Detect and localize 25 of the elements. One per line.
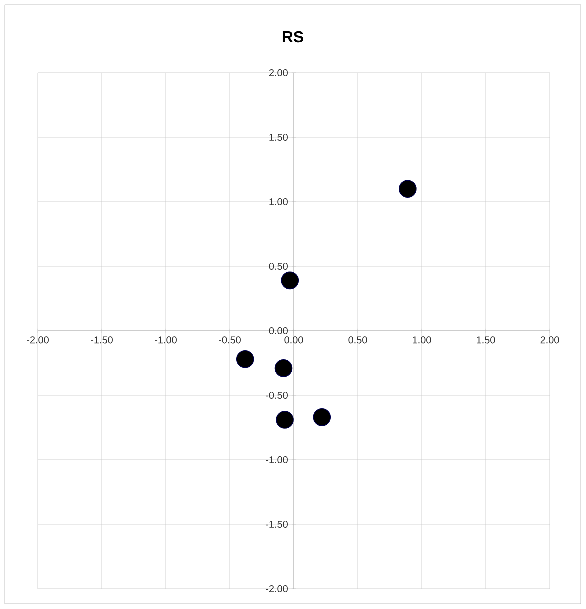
x-tick-label: 1.50 <box>477 336 496 344</box>
y-tick-label: 2.00 <box>269 69 288 77</box>
x-tick-label: 1.00 <box>413 336 432 344</box>
point <box>399 180 417 198</box>
x-tick-label: -1.00 <box>155 336 177 344</box>
x-tick-label: 2.00 <box>540 336 560 344</box>
y-tick-label: -1.00 <box>266 456 288 464</box>
x-tick-label: 0.00 <box>284 336 304 344</box>
y-tick-label: -2.00 <box>266 585 288 593</box>
y-tick-label: 1.00 <box>270 198 288 206</box>
point <box>274 360 293 378</box>
y-tick-label: 0.50 <box>269 262 288 270</box>
x-tick-label: -0.50 <box>219 336 241 344</box>
y-tick-label: -1.50 <box>266 520 288 528</box>
point <box>236 350 254 368</box>
point <box>281 272 300 290</box>
y-tick-label: 1.50 <box>270 134 288 142</box>
x-tick-label: -2.00 <box>27 336 49 344</box>
y-tick-label: -0.50 <box>266 392 288 400</box>
point <box>276 411 294 429</box>
y-tick-label: 0.00 <box>269 327 288 335</box>
x-tick-label: -1.50 <box>91 336 113 344</box>
x-tick-label: 0.50 <box>348 336 368 344</box>
point <box>313 408 332 426</box>
chart-title: RS <box>282 31 304 43</box>
